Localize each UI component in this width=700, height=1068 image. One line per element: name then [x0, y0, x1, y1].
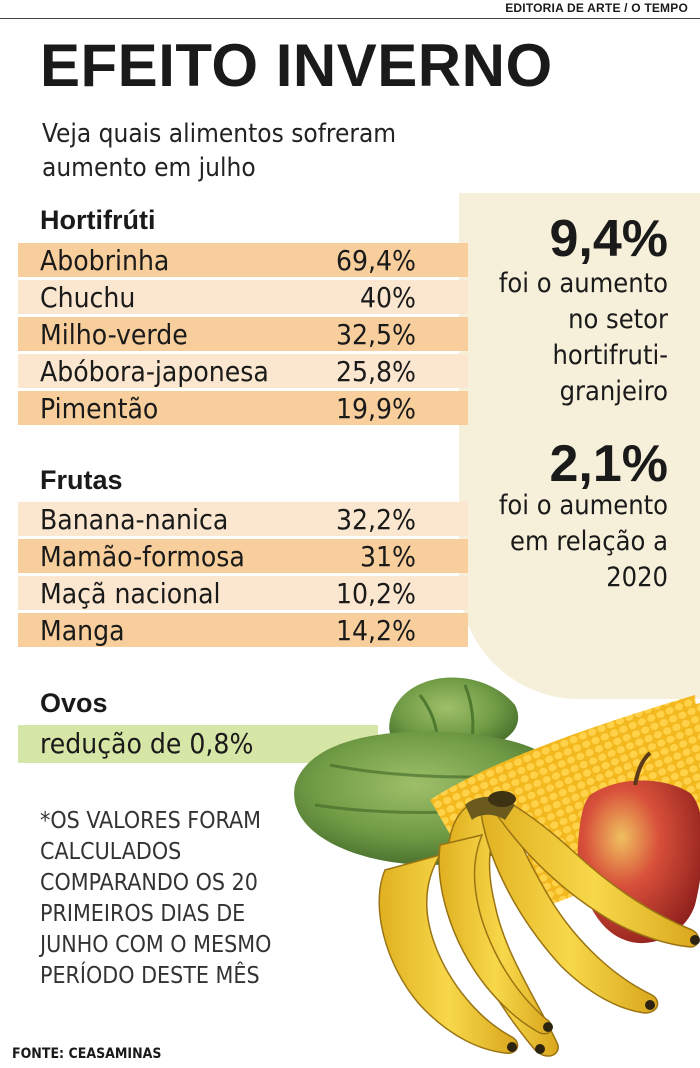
item-value: 32,5%	[335, 318, 416, 351]
stat-2020-line-2: em relação a	[510, 526, 668, 557]
item-value: 40%	[360, 281, 416, 314]
page-subtitle: Veja quais alimentos sofreram aumento em…	[42, 119, 397, 183]
top-rule	[0, 18, 700, 19]
item-value: 69,4%	[335, 244, 416, 277]
stat-2020-line-1: foi o aumento	[498, 490, 668, 521]
table-row: Banana-nanica 32,2%	[18, 502, 468, 536]
source-credit: FONTE: CEASAMINAS	[12, 1046, 162, 1062]
top-bar: EDITORIA DE ARTE / O TEMPO	[0, 0, 700, 19]
stat-2020-line-3: 2020	[606, 562, 668, 593]
page-title: EFEITO INVERNO	[40, 32, 553, 99]
methodology-note: *OS VALORES FORAM CALCULADOS COMPARANDO …	[40, 808, 272, 989]
frutas-heading: Frutas	[40, 465, 123, 495]
produce-illustration	[294, 677, 700, 1057]
stat-hortifruti-line-1: foi o aumento	[498, 268, 668, 299]
item-value: 25,8%	[335, 355, 416, 388]
hortifruti-heading: Hortifrúti	[40, 205, 156, 235]
item-value: 19,9%	[335, 392, 416, 425]
item-value: 14,2%	[335, 614, 416, 647]
item-value: 31%	[360, 540, 416, 573]
item-name: Pimentão	[40, 392, 159, 425]
item-name: Milho-verde	[40, 318, 188, 351]
item-name: Maçã nacional	[40, 577, 221, 610]
item-name: Banana-nanica	[40, 503, 229, 536]
stat-hortifruti-line-2: no setor	[568, 304, 668, 335]
stat-hortifruti-value: 9,4%	[549, 210, 668, 268]
summary-panel: 9,4% foi o aumento no setor hortifruti- …	[459, 193, 700, 699]
item-name: Abobrinha	[40, 244, 170, 277]
table-row: Abóbora-japonesa 25,8%	[18, 354, 468, 388]
stat-hortifruti-line-3: hortifruti-	[552, 340, 668, 371]
item-value: 10,2%	[335, 577, 416, 610]
item-name: Manga	[40, 614, 125, 647]
item-name: Chuchu	[40, 281, 136, 314]
ovos-heading: Ovos	[40, 688, 108, 718]
item-value: 32,2%	[335, 503, 416, 536]
table-row: Mamão-formosa 31%	[18, 539, 468, 573]
ovos-text: redução de 0,8%	[40, 727, 254, 760]
banana-icon	[378, 791, 700, 1057]
item-name: Mamão-formosa	[40, 540, 245, 573]
table-row: Abobrinha 69,4%	[18, 243, 468, 277]
table-row: Milho-verde 32,5%	[18, 317, 468, 351]
table-row: Maçã nacional 10,2%	[18, 576, 468, 610]
table-row: Pimentão 19,9%	[18, 391, 468, 425]
stat-hortifruti-line-4: granjeiro	[559, 376, 668, 407]
item-name: Abóbora-japonesa	[40, 355, 269, 388]
ovos-row: redução de 0,8%	[18, 725, 378, 763]
table-row: Chuchu 40%	[18, 280, 468, 314]
art-credit: EDITORIA DE ARTE / O TEMPO	[505, 1, 688, 15]
stat-2020-value: 2,1%	[549, 435, 668, 493]
table-row: Manga 14,2%	[18, 613, 468, 647]
